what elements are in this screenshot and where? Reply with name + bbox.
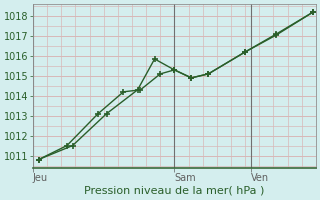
X-axis label: Pression niveau de la mer( hPa ): Pression niveau de la mer( hPa ) <box>84 186 265 196</box>
